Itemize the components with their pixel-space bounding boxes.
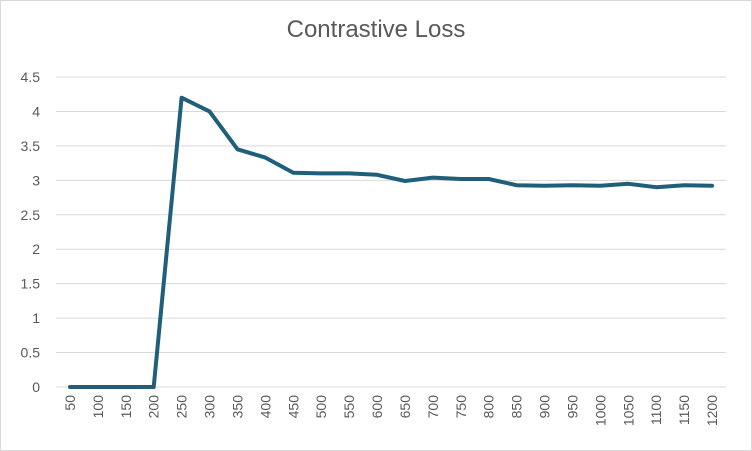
x-tick-label: 1050 <box>620 395 636 426</box>
x-tick-label: 700 <box>425 395 441 419</box>
y-tick-label: 1 <box>32 310 40 326</box>
x-tick-label: 950 <box>564 395 580 419</box>
x-tick-label: 200 <box>146 395 162 419</box>
x-tick-label: 1000 <box>592 395 608 426</box>
y-tick-label: 3 <box>32 172 40 188</box>
y-axis-tick-labels: 0 0.5 1 1.5 2 2.5 3 3.5 4 4.5 <box>21 69 41 395</box>
series-line <box>68 95 714 389</box>
x-tick-label: 1150 <box>676 395 692 425</box>
x-tick-label: 400 <box>257 395 273 419</box>
x-tick-label: 500 <box>313 395 329 419</box>
y-tick-label: 4 <box>32 103 40 119</box>
x-tick-label: 850 <box>509 395 525 419</box>
x-tick-label: 150 <box>118 395 134 419</box>
x-axis-tick-labels: 50 100 150 200 250 300 350 400 450 500 550 600 650 70… <box>62 395 720 426</box>
x-tick-label: 250 <box>174 395 190 419</box>
x-tick-label: 50 <box>62 395 78 411</box>
y-tick-label: 1.5 <box>21 276 41 292</box>
y-tick-label: 4.5 <box>21 69 41 85</box>
data-series <box>68 95 714 389</box>
chart-title: Contrastive Loss <box>286 16 466 43</box>
y-tick-label: 2 <box>32 241 40 257</box>
x-tick-label: 750 <box>453 395 469 419</box>
y-tick-label: 2.5 <box>21 207 41 223</box>
x-tick-label: 900 <box>537 395 553 419</box>
y-tick-label: 0 <box>32 379 40 395</box>
x-tick-label: 650 <box>397 395 413 419</box>
y-tick-label: 3.5 <box>21 138 41 154</box>
x-tick-label: 1200 <box>704 395 720 426</box>
x-tick-label: 1100 <box>648 395 664 425</box>
x-tick-label: 600 <box>369 395 385 419</box>
x-tick-label: 800 <box>481 395 497 419</box>
x-tick-label: 550 <box>341 395 357 419</box>
x-tick-label: 350 <box>229 395 245 419</box>
x-tick-label: 300 <box>202 395 218 419</box>
y-tick-label: 0.5 <box>21 345 41 361</box>
x-tick-label: 450 <box>285 395 301 419</box>
x-tick-label: 100 <box>90 395 106 419</box>
gridlines <box>56 76 726 388</box>
